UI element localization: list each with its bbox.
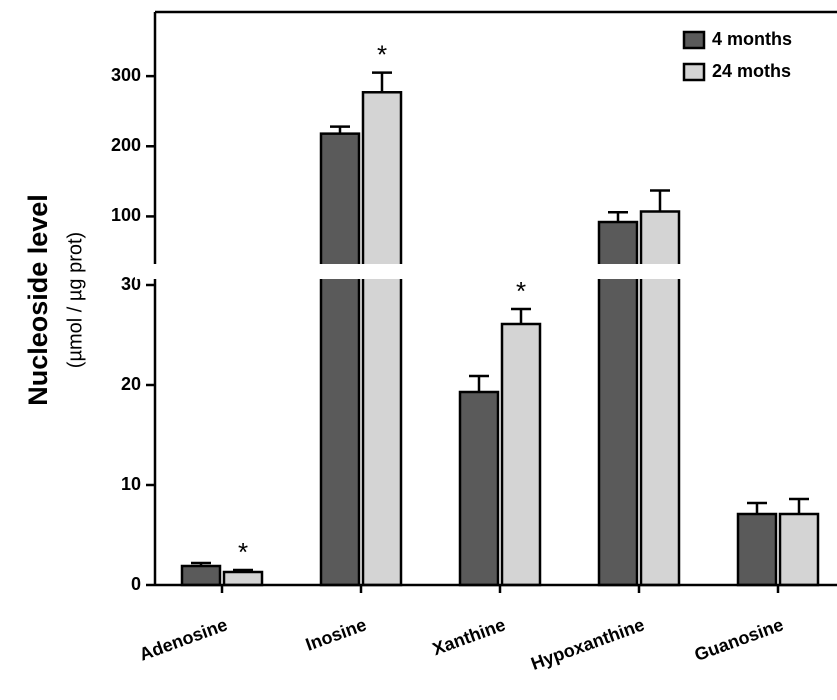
y-tick-label: 300 — [111, 65, 141, 85]
bar — [500, 322, 542, 587]
x-tick-label: Hypoxanthine — [528, 614, 647, 673]
error-bar — [330, 125, 350, 134]
x-tick-label: Guanosine — [692, 614, 786, 665]
error-bar — [789, 497, 809, 514]
y-tick-label: 100 — [111, 205, 141, 225]
bar — [319, 132, 361, 587]
y-tick-label: 200 — [111, 135, 141, 155]
error-bar — [511, 307, 531, 324]
bar — [222, 570, 264, 587]
significance-marker: * — [238, 537, 248, 567]
y-axis-title: Nucleoside level — [23, 194, 53, 406]
y-tick-label: 10 — [121, 474, 141, 494]
bar — [361, 91, 403, 587]
y-axis-subtitle: (µmol / µg prot) — [64, 232, 86, 368]
legend-swatch — [682, 62, 706, 82]
legend-swatch — [682, 30, 706, 50]
legend-label: 24 moths — [712, 61, 791, 81]
y-tick-label: 0 — [131, 574, 141, 594]
bar — [458, 390, 500, 587]
error-bar — [747, 501, 767, 514]
x-tick-label: Inosine — [303, 614, 369, 654]
error-bar — [233, 568, 253, 572]
bar — [180, 564, 222, 587]
error-bar — [650, 189, 670, 212]
error-bar — [372, 71, 392, 93]
legend-label: 4 months — [712, 29, 792, 49]
bar — [736, 512, 778, 587]
axis-break — [135, 264, 837, 279]
error-bar — [469, 374, 489, 392]
x-tick-label: Xanthine — [430, 614, 508, 659]
significance-marker: * — [377, 39, 387, 69]
error-bar — [191, 561, 211, 566]
bar — [778, 512, 820, 587]
x-tick-label: Adenosine — [137, 614, 230, 664]
y-tick-label: 20 — [121, 374, 141, 394]
significance-marker: * — [516, 276, 526, 306]
error-bar — [608, 210, 628, 223]
